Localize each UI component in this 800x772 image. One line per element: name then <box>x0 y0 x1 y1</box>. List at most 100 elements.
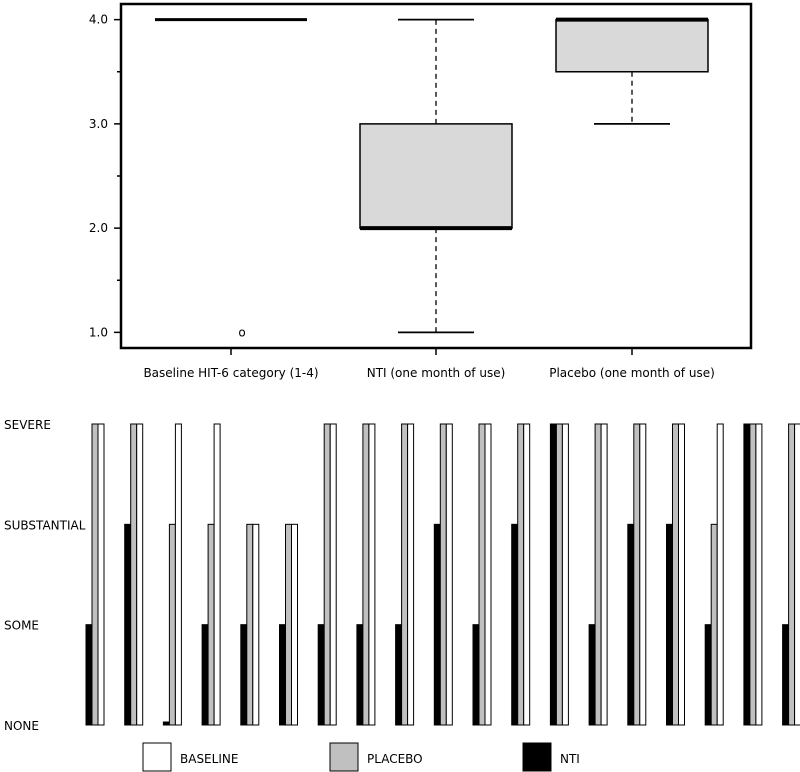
bar-placebo <box>517 423 525 726</box>
bar-placebo <box>401 423 409 726</box>
y-tick-label: 3.0 <box>89 117 108 131</box>
bar-baseline <box>329 423 337 726</box>
y-tick-label: 4.0 <box>89 13 108 27</box>
bar-baseline <box>291 523 298 726</box>
subject-group-15 <box>627 423 647 726</box>
bar-nti <box>201 624 209 726</box>
level-label-substantial: SUBSTANTIAL <box>4 518 86 532</box>
bar-placebo <box>439 423 447 726</box>
bar-baseline <box>407 423 415 726</box>
bar-nti <box>124 523 132 726</box>
bar-baseline <box>213 423 221 726</box>
bar-nti <box>279 624 286 726</box>
bar-placebo <box>555 423 563 726</box>
bar-nti <box>317 624 325 726</box>
subject-group-9 <box>395 423 415 726</box>
bar-placebo <box>323 423 331 726</box>
y-tick-label: 1.0 <box>89 325 108 339</box>
bar-marks <box>85 423 800 726</box>
bar-y-axis: NONE SOME SUBSTANTIAL SEVERE <box>4 418 86 733</box>
level-label-some: SOME <box>4 619 39 633</box>
bar-placebo <box>130 423 138 726</box>
bar-placebo <box>710 523 718 726</box>
x-tick-label: Baseline HIT-6 category (1-4) <box>143 366 318 380</box>
bar-placebo <box>168 523 176 726</box>
subject-group-8 <box>356 423 376 726</box>
subject-group-17 <box>704 423 724 726</box>
outlier-marker: o <box>238 325 245 339</box>
boxplot-x-axis: Baseline HIT-6 category (1-4) NTI (one mo… <box>143 348 715 380</box>
legend-item-placebo: PLACEBO <box>329 742 423 772</box>
legend-swatch <box>329 742 359 772</box>
legend-item-baseline: BASELINE <box>142 742 238 772</box>
bar-baseline <box>368 423 376 726</box>
bar-nti <box>549 423 557 726</box>
x-tick-label: Placebo (one month of use) <box>549 366 715 380</box>
bar-baseline <box>600 423 608 726</box>
box-iqr <box>359 123 513 229</box>
bar-baseline <box>136 423 144 726</box>
boxplot-boxes: o <box>155 17 709 339</box>
subject-group-6 <box>279 523 298 726</box>
box-group-1 <box>359 18 513 334</box>
bar-placebo <box>788 423 796 726</box>
box-group-0: o <box>155 18 307 339</box>
bar-nti <box>162 721 170 726</box>
bar-placebo <box>362 423 370 726</box>
bar-nti <box>395 624 403 726</box>
subject-group-18 <box>743 423 763 726</box>
subject-group-5 <box>240 523 260 726</box>
bar-placebo <box>594 423 602 726</box>
bar-nti <box>666 523 673 726</box>
legend-label: BASELINE <box>180 752 238 766</box>
box-group-2 <box>555 17 709 125</box>
bar-nti <box>782 624 790 726</box>
subject-group-2 <box>124 423 144 726</box>
bar-baseline <box>561 423 569 726</box>
bar-nti <box>704 624 712 726</box>
bar-placebo <box>285 523 292 726</box>
bar-nti <box>627 523 635 726</box>
bar-nti <box>511 523 519 726</box>
subject-group-4 <box>201 423 221 726</box>
bar-baseline <box>716 423 724 726</box>
bar-baseline <box>523 423 531 726</box>
bar-baseline <box>252 523 260 726</box>
bar-baseline <box>174 423 182 726</box>
boxplot-panel: 1.0 2.0 3.0 4.0 Baseline HIT-6 category (1-… <box>89 2 753 380</box>
bar-baseline <box>639 423 647 726</box>
boxplot-y-axis: 1.0 2.0 3.0 4.0 <box>89 13 121 339</box>
subject-group-1 <box>85 423 105 726</box>
y-tick-label: 2.0 <box>89 221 108 235</box>
bar-baseline <box>484 423 492 726</box>
bar-baseline <box>445 423 453 726</box>
legend-label: NTI <box>560 752 580 766</box>
subject-group-3 <box>162 423 182 726</box>
bar-baseline <box>97 423 105 726</box>
bar-placebo <box>246 523 254 726</box>
bar-nti <box>743 423 751 726</box>
legend-label: PLACEBO <box>367 752 423 766</box>
subject-group-14 <box>588 423 608 726</box>
bar-baseline <box>794 423 800 726</box>
bar-placebo <box>749 423 757 726</box>
bar-placebo <box>207 523 215 726</box>
bar-placebo <box>91 423 99 726</box>
subject-group-13 <box>549 423 569 726</box>
subject-group-7 <box>317 423 337 726</box>
bar-nti <box>433 523 441 726</box>
legend: BASELINE PLACEBO NTI <box>142 742 580 772</box>
subject-group-19 <box>782 423 800 726</box>
bar-baseline <box>678 423 685 726</box>
bar-placebo <box>633 423 641 726</box>
box-iqr <box>555 18 709 73</box>
bar-panel: NONE SOME SUBSTANTIAL SEVERE <box>4 418 800 733</box>
legend-swatch <box>142 742 172 772</box>
bar-nti <box>472 624 480 726</box>
bar-nti <box>85 624 93 726</box>
bar-placebo <box>478 423 486 726</box>
legend-swatch <box>522 742 552 772</box>
bar-nti <box>588 624 596 726</box>
subject-group-10 <box>433 423 453 726</box>
subject-group-16 <box>666 423 685 726</box>
